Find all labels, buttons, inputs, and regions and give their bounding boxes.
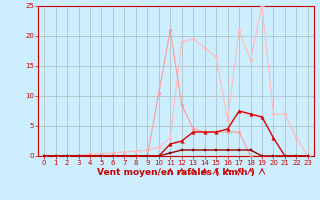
X-axis label: Vent moyen/en rafales ( km/h ): Vent moyen/en rafales ( km/h ) [97,168,255,177]
